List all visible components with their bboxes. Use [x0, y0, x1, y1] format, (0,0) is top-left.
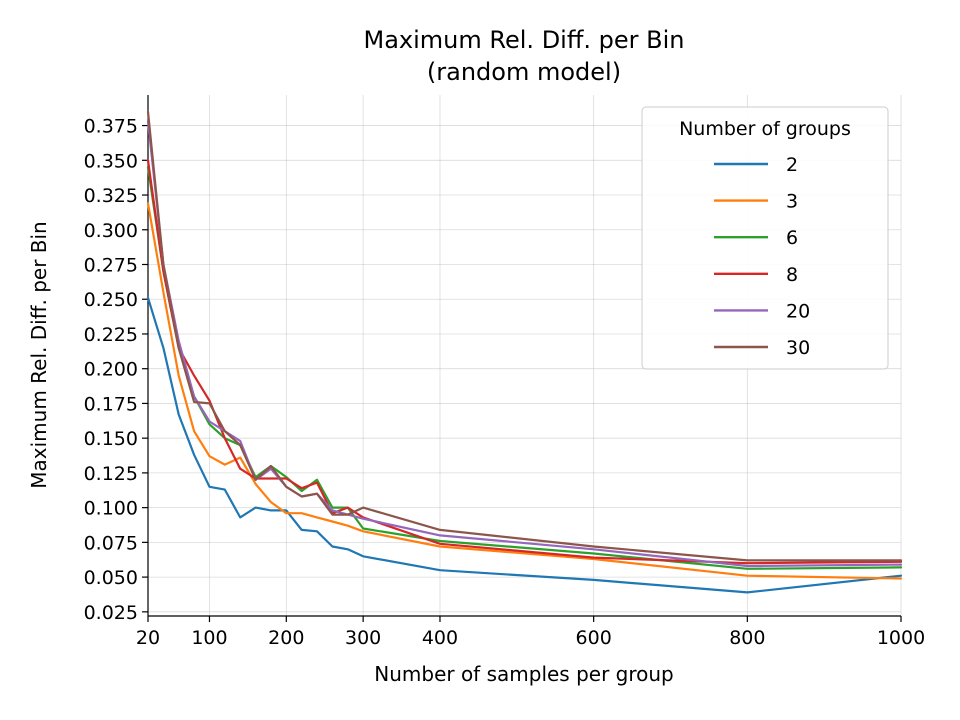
x-tick-label: 400: [422, 627, 458, 649]
y-tick-label: 0.300: [84, 220, 138, 242]
series-lines: [146, 110, 903, 594]
y-tick-label: 0.025: [84, 602, 138, 624]
legend-label-2: 2: [786, 154, 798, 176]
x-tick-label: 100: [191, 627, 227, 649]
legend-label-20: 20: [786, 300, 810, 322]
legend-title: Number of groups: [679, 118, 851, 140]
legend-label-30: 30: [786, 337, 810, 359]
chart-title-line-2: (random model): [427, 58, 621, 86]
x-tick-label: 300: [345, 627, 381, 649]
series-line-8: [146, 159, 903, 565]
y-tick-label: 0.125: [84, 463, 138, 485]
x-tick-label: 800: [729, 627, 765, 649]
legend-label-6: 6: [786, 227, 798, 249]
x-axis-title: Number of samples per group: [374, 662, 674, 686]
axes: 20 100 200 300 400 600 800 1000 0.025 0.050 0.075 0…: [84, 95, 925, 649]
y-axis-title: Maximum Rel. Diff. per Bin: [27, 221, 51, 488]
series-line-30: [146, 110, 903, 562]
x-tick-label: 600: [576, 627, 612, 649]
y-tick-label: 0.175: [84, 393, 138, 415]
y-tick-label: 0.225: [84, 324, 138, 346]
y-tick-label: 0.350: [84, 150, 138, 172]
y-tick-label: 0.375: [84, 116, 138, 138]
y-tick-label: 0.075: [84, 532, 138, 554]
y-tick-label: 0.100: [84, 498, 138, 520]
legend-label-3: 3: [786, 191, 798, 213]
series-line-2: [146, 296, 903, 594]
y-tick-label: 0.250: [84, 289, 138, 311]
chart-title-line-1: Maximum Rel. Diff. per Bin: [364, 26, 685, 54]
y-tick-label: 0.050: [84, 567, 138, 589]
legend: Number of groups 2 3 6 8 20 30: [641, 106, 889, 370]
x-tick-label: 20: [136, 627, 160, 649]
y-tick-label: 0.325: [84, 185, 138, 207]
y-tick-label: 0.200: [84, 359, 138, 381]
y-tick-label: 0.150: [84, 428, 138, 450]
y-tick-label: 0.275: [84, 254, 138, 276]
labels: Maximum Rel. Diff. per Bin (random model…: [27, 26, 684, 686]
legend-label-8: 8: [786, 264, 798, 286]
series-line-3: [146, 202, 903, 580]
x-tick-label: 1000: [877, 627, 925, 649]
x-tick-label: 200: [268, 627, 304, 649]
